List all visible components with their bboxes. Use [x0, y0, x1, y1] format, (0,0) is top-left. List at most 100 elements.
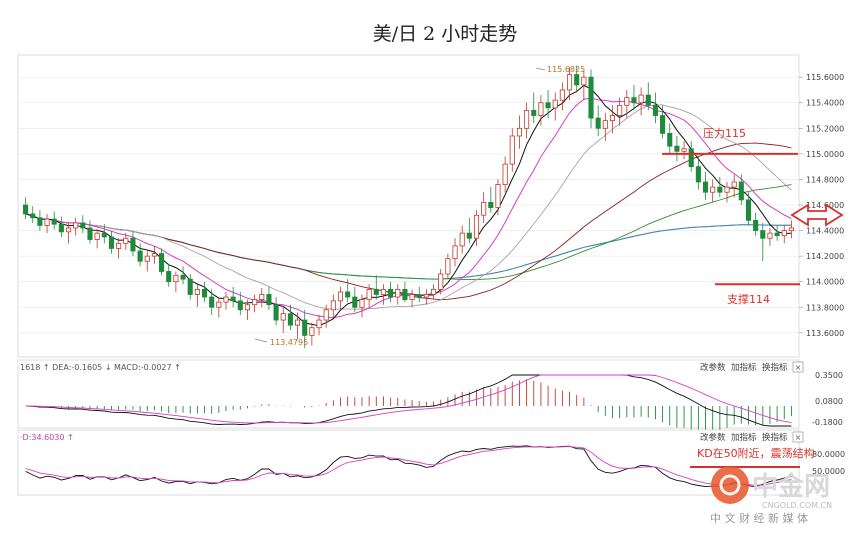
candle-body [538, 102, 544, 116]
price-tick-label: 113.6000 [806, 329, 844, 338]
candle-body [252, 299, 258, 306]
macd-panel-frame [17, 359, 800, 429]
price-tick-label: 114.8000 [806, 175, 844, 184]
candle-body [581, 76, 587, 86]
candle-body [602, 120, 608, 129]
candle-body [345, 291, 351, 298]
candle-body [731, 181, 737, 188]
price-grid [18, 76, 799, 334]
candle-body [409, 294, 415, 300]
high-marker: 115.6825 [535, 65, 585, 74]
candle-body [524, 110, 530, 129]
candle-body [373, 288, 379, 295]
candle-body [116, 242, 122, 249]
candle-body [101, 232, 107, 238]
candle-body [760, 230, 766, 239]
candle-body [352, 296, 358, 308]
macd-tick-1: 0.3500 [815, 371, 843, 380]
candle-body [516, 127, 522, 137]
macd-close-button[interactable]: × [792, 361, 804, 373]
candle-body [37, 217, 43, 226]
candle-body [337, 291, 344, 302]
macd-edit-params-button[interactable]: 改参数 [700, 362, 726, 373]
kd-switch-indicator-button[interactable]: 换指标 [762, 432, 788, 443]
close-icon: × [795, 363, 802, 372]
candle-body [702, 181, 709, 193]
watermark: 中金网 CNGOLD.COM.CN 中 文 财 经 新 媒 体 [710, 466, 832, 525]
candle-body [366, 288, 372, 300]
candle-body [194, 288, 200, 295]
candle-body [173, 274, 179, 283]
candle-body [552, 99, 558, 109]
candle-body [244, 304, 251, 311]
macd-switch-indicator-button[interactable]: 换指标 [762, 362, 788, 373]
candle-body [545, 102, 551, 109]
candle-body [108, 236, 115, 249]
candle-body [431, 288, 437, 295]
price-tick-label: 115.4000 [806, 99, 844, 108]
candle-body [201, 288, 208, 298]
candle-body [559, 89, 565, 101]
candle-body [674, 145, 680, 152]
candle-body [359, 299, 365, 308]
price-tick-label: 114.0000 [806, 278, 844, 287]
candle-body [80, 222, 86, 229]
candle-body [44, 218, 50, 226]
candle-body [638, 94, 644, 104]
chart-title: 美/日 2 小时走势 [373, 23, 518, 45]
candle-body [488, 202, 494, 208]
candle-body [695, 166, 701, 183]
candle-body [452, 245, 458, 260]
macd-tick-2: 0.0800 [815, 397, 843, 406]
price-tick-label: 114.2000 [806, 252, 844, 261]
kd-tick-2: 50.0000 [812, 467, 845, 476]
candle-body [509, 135, 515, 165]
candle-body [588, 76, 594, 119]
candle-body [144, 255, 150, 262]
candle-body [395, 288, 401, 298]
candle-body [710, 186, 716, 193]
macd-histogram [32, 379, 792, 433]
candle-body [73, 222, 79, 229]
candle-body [667, 133, 673, 147]
macd-dea-line [25, 374, 792, 424]
candle-body [309, 327, 315, 336]
kd-k-line [25, 445, 792, 488]
candle-body [280, 313, 286, 321]
candle-body [466, 232, 472, 239]
candle-body [323, 309, 329, 321]
macd-tick-3: -0.1800 [812, 418, 843, 427]
kd-tick-1: 80.0000 [812, 450, 845, 459]
candle-body [660, 115, 666, 134]
kd-d-line [25, 446, 792, 486]
candle-body [609, 115, 616, 122]
candle-body [724, 186, 730, 193]
candle-body [753, 219, 759, 231]
double-arrow-icon [790, 203, 844, 227]
kd-edit-params-button[interactable]: 改参数 [700, 432, 726, 443]
candle-body [595, 117, 601, 129]
candle-body [216, 301, 222, 308]
candle-body [330, 300, 336, 311]
candle-body [495, 184, 501, 208]
support-annotation: 支撑114 [727, 292, 770, 306]
watermark-slogan: 中 文 财 经 新 媒 体 [710, 511, 808, 525]
candle-body [531, 110, 537, 116]
candle-body [645, 94, 651, 106]
candle-body [438, 273, 444, 290]
candle-body [273, 304, 279, 321]
kd-add-indicator-button[interactable]: 加指标 [731, 432, 757, 443]
ma-20-line [25, 104, 792, 310]
macd-add-indicator-button[interactable]: 加指标 [731, 362, 757, 373]
kd-close-button[interactable]: × [792, 431, 804, 443]
macd-dif-line [25, 374, 792, 427]
ma-5-line [25, 84, 792, 327]
low-marker: 113.4795 [254, 338, 308, 347]
kd-info: ·D:34.6030 ↑ [20, 433, 74, 442]
candle-body [137, 250, 143, 262]
candle-body [237, 300, 243, 311]
price-tick-label: 115.6000 [806, 73, 844, 82]
price-panel: 115.6000 115.4000 115.2000 115.0000 114.8000… [17, 54, 844, 358]
candle-body [87, 227, 93, 240]
candle-body [151, 253, 157, 257]
